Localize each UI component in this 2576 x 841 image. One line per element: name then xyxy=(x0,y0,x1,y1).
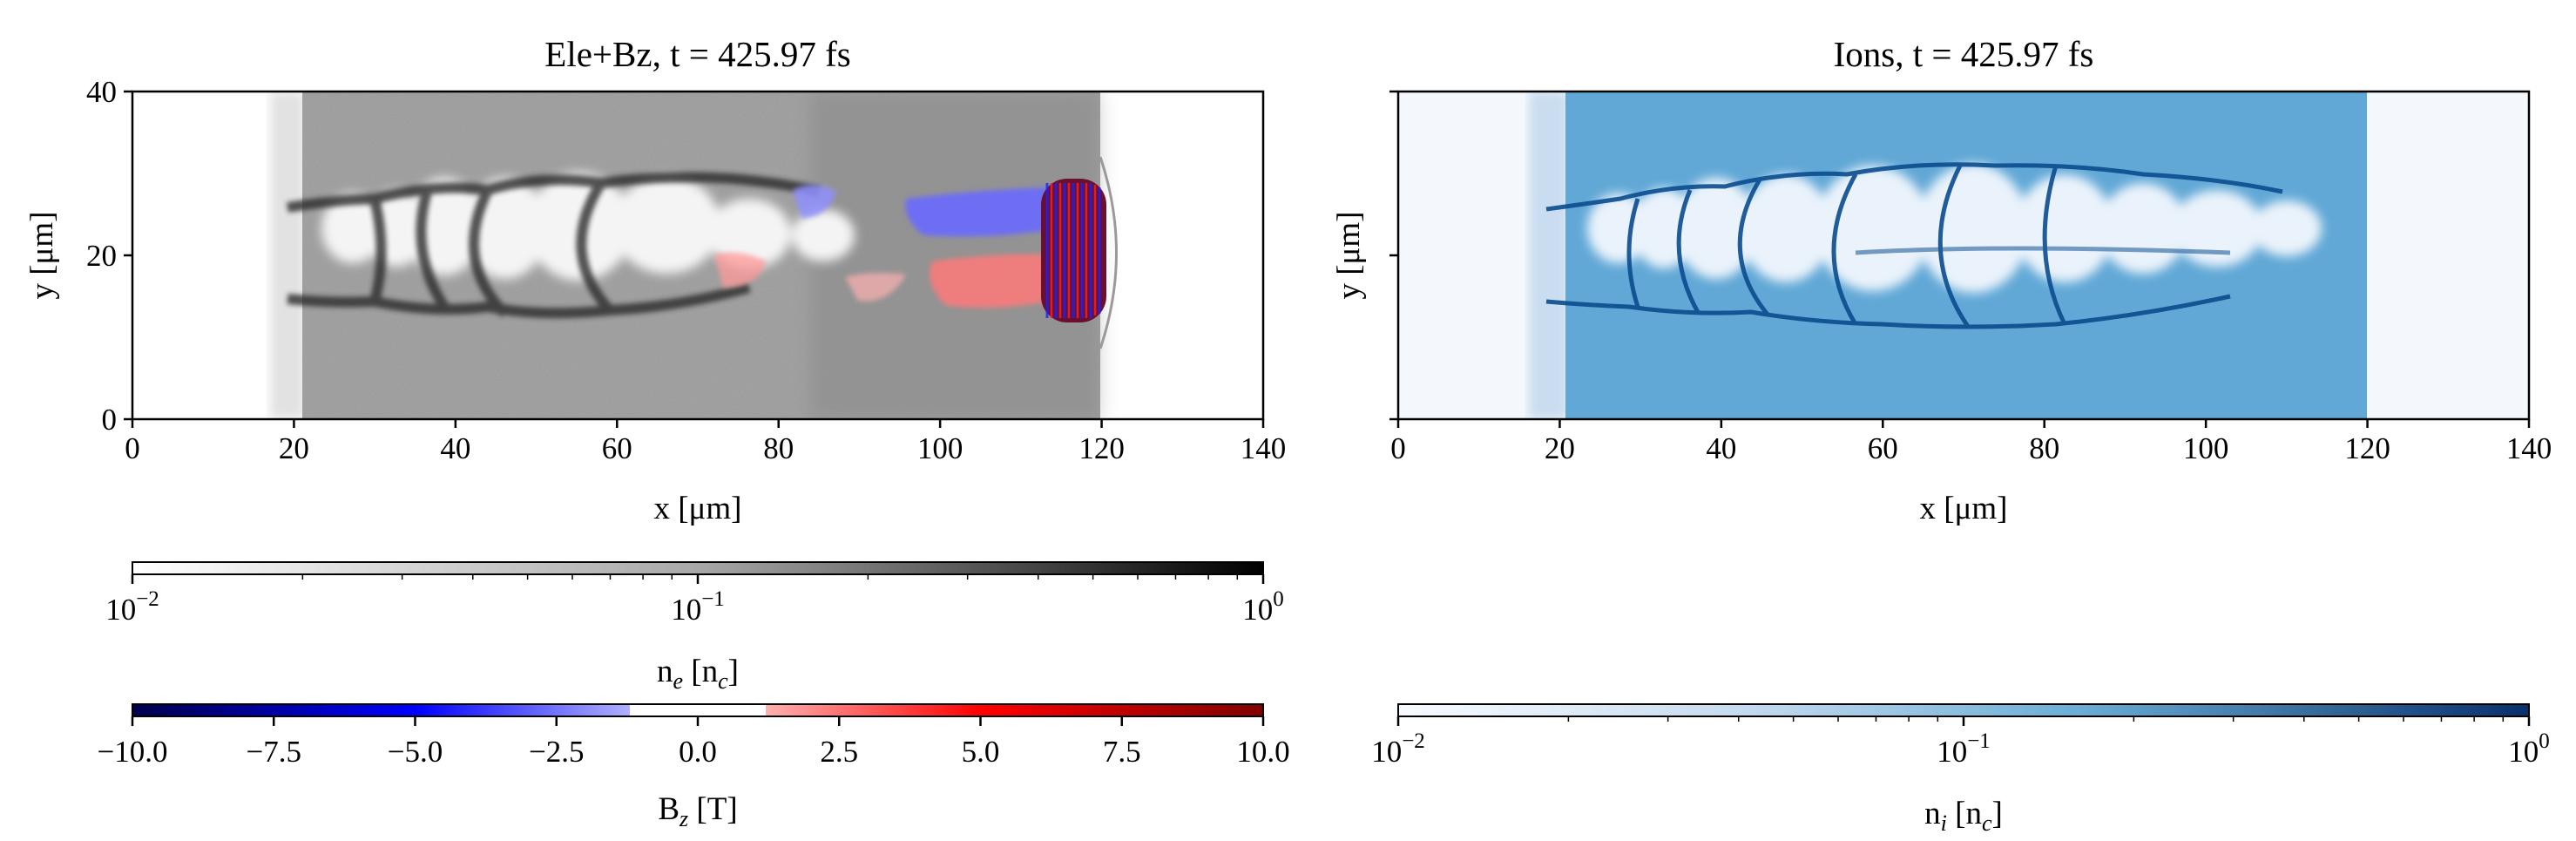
left-x-axis: 0 20 40 60 80 100 120 140 xyxy=(125,419,1286,465)
ion-density-image xyxy=(1398,92,2529,419)
x-tick-label: 20 xyxy=(1545,431,1575,465)
electron-density-image xyxy=(132,92,1263,419)
bz-tick-label: 0.0 xyxy=(679,735,717,769)
bz-tick-label: 10.0 xyxy=(1236,735,1289,769)
bz-colorbar-ticks: −10.0 −7.5 −5.0 −2.5 0.0 2.5 5.0 7.5 10.0 xyxy=(98,716,1290,769)
x-tick-label: 60 xyxy=(1868,431,1898,465)
ni-colorbar-gradient xyxy=(1397,703,2530,717)
x-tick-label: 20 xyxy=(279,431,309,465)
left-panel: Ele+Bz, t = 425.97 fs xyxy=(24,34,1290,831)
x-tick-label: 120 xyxy=(2344,431,2390,465)
left-xlabel: x [μm] xyxy=(653,491,741,526)
bz-tick-label: 2.5 xyxy=(820,735,858,769)
x-tick-label: 60 xyxy=(602,431,632,465)
right-xlabel: x [μm] xyxy=(1919,491,2007,526)
ne-colorbar: 10−2 10−1 100 ne [nc] xyxy=(105,561,1284,694)
bz-colorbar-gradient xyxy=(132,703,1264,717)
bz-tick-label: 5.0 xyxy=(962,735,1000,769)
y-tick-label: 0 xyxy=(102,403,118,437)
bz-tick-label: 7.5 xyxy=(1103,735,1141,769)
left-ylabel: y [μm] xyxy=(24,211,60,299)
bz-tick-label: −7.5 xyxy=(247,735,302,769)
bz-colorbar-label: Bz [T] xyxy=(658,791,737,831)
right-x-axis: 0 20 40 60 80 100 120 140 xyxy=(1390,419,2552,465)
x-tick-label: 140 xyxy=(1241,431,1287,465)
right-ylabel: y [μm] xyxy=(1331,211,1367,299)
y-tick-label: 40 xyxy=(86,75,117,109)
x-tick-label: 100 xyxy=(917,431,963,465)
right-panel: Ions, t = 425.97 fs xyxy=(1331,34,2552,836)
colorbar-tick-label: 10−1 xyxy=(671,587,725,627)
laser-front-stripes xyxy=(1041,156,1118,349)
bz-tick-label: −5.0 xyxy=(388,735,443,769)
ni-colorbar-label: ni [nc] xyxy=(1924,796,2003,836)
colorbar-tick-label: 100 xyxy=(1242,587,1284,627)
y-tick-label: 20 xyxy=(86,239,117,273)
x-tick-label: 80 xyxy=(2029,431,2059,465)
bz-tick-label: −10.0 xyxy=(98,735,168,769)
x-tick-label: 0 xyxy=(125,431,140,465)
colorbar-tick-label: 10−1 xyxy=(1937,729,1991,769)
colorbar-tick-label: 10−2 xyxy=(105,587,159,627)
left-title: Ele+Bz, t = 425.97 fs xyxy=(544,34,850,74)
colorbar-tick-label: 100 xyxy=(2508,729,2550,769)
x-tick-label: 0 xyxy=(1390,431,1406,465)
bz-tick-label: −2.5 xyxy=(529,735,585,769)
bz-colorbar: −10.0 −7.5 −5.0 −2.5 0.0 2.5 5.0 7.5 10.0 Bz [T] xyxy=(98,703,1290,831)
x-tick-label: 120 xyxy=(1078,431,1125,465)
x-tick-label: 80 xyxy=(763,431,794,465)
right-y-axis xyxy=(1389,90,1398,421)
ne-colorbar-label: ne [nc] xyxy=(657,654,739,694)
ni-colorbar-ticks: 10−2 10−1 100 xyxy=(1371,716,2550,769)
right-title: Ions, t = 425.97 fs xyxy=(1834,34,2094,74)
colorbar-tick-label: 10−2 xyxy=(1371,729,1425,769)
x-tick-label: 140 xyxy=(2506,431,2552,465)
x-tick-label: 40 xyxy=(440,431,470,465)
x-tick-label: 100 xyxy=(2183,431,2229,465)
x-tick-label: 40 xyxy=(1706,431,1736,465)
ne-colorbar-ticks: 10−2 10−1 100 xyxy=(105,574,1284,627)
left-y-axis: 0 20 40 xyxy=(86,75,132,437)
ne-colorbar-gradient xyxy=(132,561,1264,575)
ni-colorbar: 10−2 10−1 100 ni [nc] xyxy=(1371,703,2550,836)
